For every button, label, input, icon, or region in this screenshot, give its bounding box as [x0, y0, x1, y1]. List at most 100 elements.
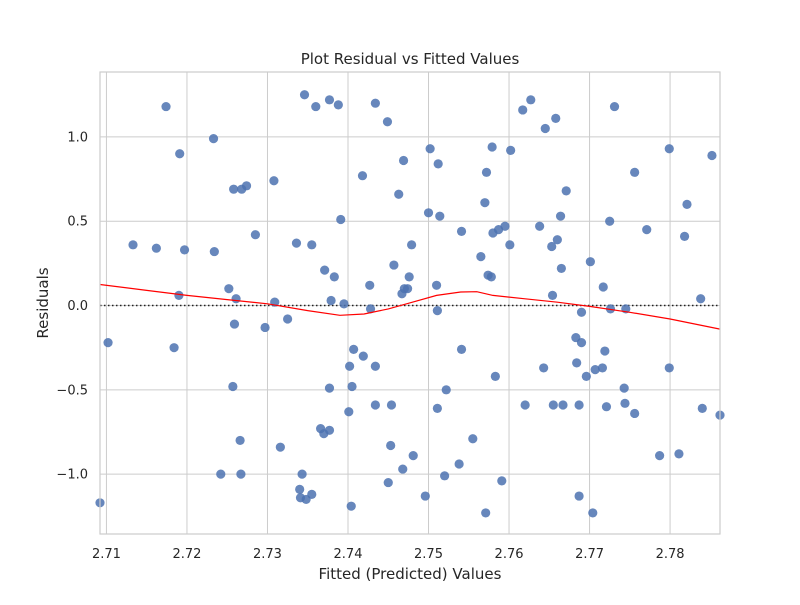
data-point — [408, 450, 418, 461]
data-point — [432, 403, 442, 413]
data-point — [487, 142, 497, 152]
x-tick-label: 2.76 — [495, 547, 524, 562]
data-point — [311, 101, 321, 112]
data-point — [539, 363, 549, 373]
data-point — [556, 263, 566, 274]
data-point — [398, 155, 409, 166]
data-point — [609, 101, 620, 112]
y-tick-label: −0.5 — [56, 383, 88, 398]
data-point — [548, 400, 558, 410]
data-point — [404, 272, 414, 282]
data-point — [435, 211, 445, 221]
data-point — [269, 176, 279, 186]
data-point — [601, 402, 612, 412]
data-point — [420, 491, 430, 501]
data-point — [161, 101, 171, 112]
y-tick-label: −1.0 — [56, 468, 88, 483]
data-point — [275, 442, 285, 452]
data-point — [208, 134, 219, 144]
data-point — [535, 221, 545, 231]
data-point — [547, 241, 557, 252]
data-point — [370, 98, 380, 108]
data-point — [630, 167, 640, 177]
data-point — [336, 214, 346, 225]
data-point — [597, 363, 608, 373]
data-point — [398, 464, 408, 474]
data-point — [456, 344, 467, 354]
data-point — [431, 280, 442, 290]
data-point — [440, 471, 450, 481]
data-point — [358, 351, 368, 361]
data-point — [588, 508, 598, 518]
y-axis-ticks: −1.0 −0.5 0.0 0.5 1.0 — [56, 130, 88, 482]
x-tick-label: 2.71 — [92, 547, 121, 562]
data-point — [365, 280, 375, 290]
y-tick-label: 1.0 — [67, 130, 88, 145]
data-point — [425, 144, 435, 154]
data-point — [674, 449, 684, 459]
data-point — [370, 400, 380, 410]
data-point — [558, 400, 568, 410]
data-point — [454, 459, 464, 469]
data-point — [307, 240, 317, 250]
data-point — [383, 477, 393, 488]
data-point — [179, 245, 190, 255]
data-point — [339, 299, 349, 309]
data-point — [389, 260, 399, 270]
data-point — [307, 489, 317, 499]
data-point — [333, 100, 343, 110]
data-point — [344, 407, 354, 417]
data-point — [456, 226, 467, 236]
data-point — [441, 385, 451, 395]
data-point — [402, 284, 413, 294]
data-point — [486, 272, 496, 282]
data-point — [423, 208, 434, 218]
data-point — [476, 252, 486, 262]
data-point — [235, 435, 245, 446]
data-point — [299, 90, 310, 100]
data-point — [696, 294, 706, 304]
data-point — [655, 450, 665, 461]
data-point — [151, 243, 161, 253]
data-point — [481, 508, 491, 518]
data-point — [664, 144, 674, 154]
data-point — [175, 149, 185, 159]
data-point — [664, 363, 674, 373]
data-point — [347, 381, 357, 392]
data-point — [324, 383, 335, 393]
data-point — [468, 434, 478, 444]
data-point — [216, 469, 226, 479]
data-point — [297, 469, 307, 479]
x-tick-label: 2.78 — [656, 547, 685, 562]
data-point — [518, 105, 528, 115]
data-point — [481, 167, 492, 177]
data-point — [480, 198, 490, 208]
data-point — [241, 181, 252, 191]
data-point — [224, 284, 234, 294]
data-point — [520, 400, 530, 410]
data-point — [103, 338, 113, 348]
data-point — [620, 398, 630, 408]
data-point — [357, 171, 368, 181]
data-point — [547, 290, 558, 301]
x-tick-label: 2.72 — [172, 547, 201, 562]
data-point — [433, 159, 443, 169]
data-point — [561, 186, 571, 196]
data-point — [229, 184, 239, 194]
data-point — [250, 230, 261, 240]
data-point — [551, 113, 561, 123]
data-point — [490, 371, 500, 381]
y-tick-label: 0.0 — [67, 299, 88, 314]
data-point — [555, 211, 566, 221]
data-point — [497, 476, 507, 486]
scatter-points — [95, 90, 725, 518]
data-point — [324, 95, 335, 105]
data-point — [707, 150, 717, 161]
data-point — [576, 338, 587, 348]
data-point — [682, 199, 692, 209]
chart-title: Plot Residual vs Fitted Values — [301, 50, 520, 68]
data-point — [320, 265, 330, 275]
data-point — [500, 221, 510, 231]
data-point — [552, 235, 562, 245]
